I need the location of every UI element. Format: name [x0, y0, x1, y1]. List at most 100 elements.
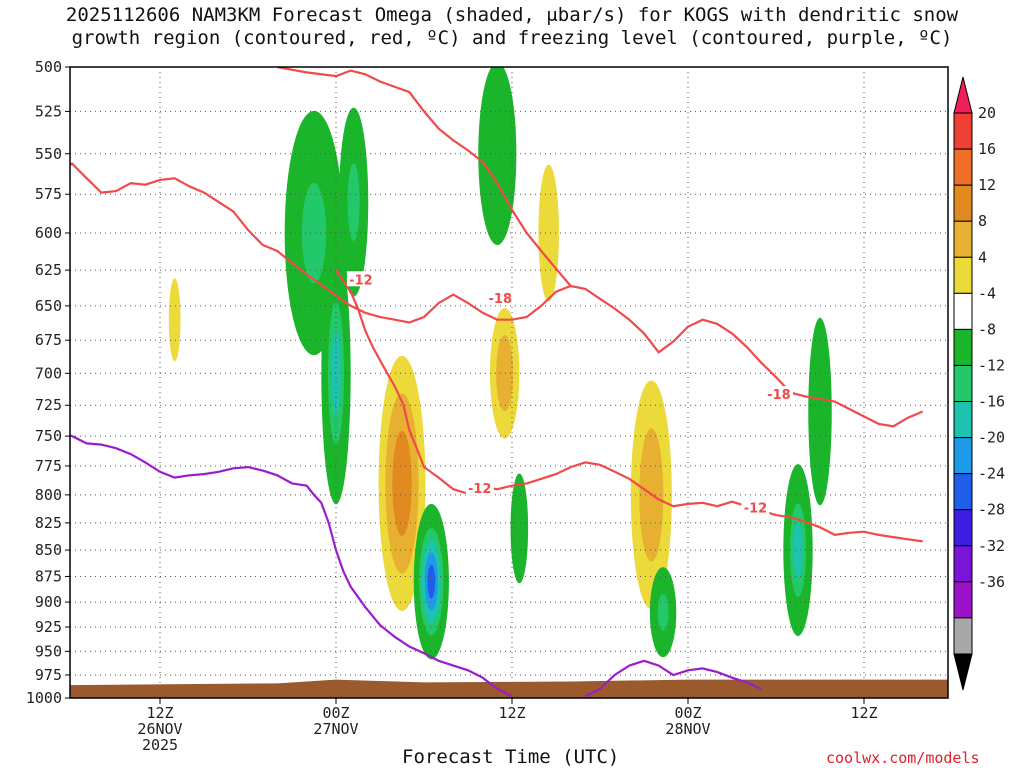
colorbar-swatch-12 — [953, 509, 973, 547]
contour-label-bg-3 — [465, 480, 494, 496]
omega-blob-11-layer-3 — [793, 522, 803, 578]
contours — [70, 67, 924, 698]
y-tick-label-800: 800 — [35, 486, 62, 504]
y-tick-label-925: 925 — [35, 618, 62, 636]
colorbar-label-20: 20 — [978, 104, 996, 122]
y-tick-label-550: 550 — [35, 145, 62, 163]
contour-label-3: -12 — [468, 482, 492, 497]
contour-label-bg-2 — [346, 271, 375, 287]
y-tick-label-750: 750 — [35, 427, 62, 445]
x-tick-label-24-1: 27NOV — [313, 720, 358, 738]
colorbar-swatch-10 — [953, 437, 973, 475]
omega-blob-6-layer-1 — [496, 335, 514, 412]
omega-blob-13-layer-1 — [13, 383, 22, 490]
omega-blob-14-layer-0 — [168, 278, 181, 362]
colorbar-label--20: -20 — [978, 429, 1005, 447]
contour-label-1: -18 — [767, 388, 791, 403]
x-axis-title: Forecast Time (UTC) — [402, 746, 620, 768]
y-tick-label-1000: 1000 — [26, 689, 62, 707]
x-tick-label-12-2: 2025 — [142, 736, 178, 754]
y-tick-label-675: 675 — [35, 331, 62, 349]
y-tick-label-850: 850 — [35, 541, 62, 559]
colorbar-label--12: -12 — [978, 356, 1005, 374]
y-tick-label-575: 575 — [35, 185, 62, 203]
y-tick-label-875: 875 — [35, 567, 62, 585]
colorbar-swatch-6 — [953, 292, 973, 330]
chart-title-line2: growth region (contoured, red, ºC) and f… — [71, 27, 953, 49]
omega-shading — [10, 67, 832, 660]
colorbar: 20 16 12 8 4 -4 -8 -12 -16 -20 -24 -28 -32 -36 — [953, 76, 1005, 691]
colorbar-swatch-4 — [953, 220, 973, 258]
contour-freezing_level_2 — [584, 659, 762, 698]
omega-blob-7-layer-1 — [514, 496, 525, 561]
contour-dgz_upper_minus18_top — [277, 67, 572, 287]
y-tick-label-625: 625 — [35, 261, 62, 279]
y-tick-label-825: 825 — [35, 514, 62, 532]
colorbar-label-12: 12 — [978, 176, 996, 194]
y-tick-label-725: 725 — [35, 396, 62, 414]
colorbar-label-16: 16 — [978, 140, 996, 158]
contour-label-0: -18 — [489, 292, 513, 307]
colorbar-swatch-2 — [953, 148, 973, 186]
x-tick-label-24-0: 00Z — [322, 704, 349, 722]
x-tick-label-36-0: 12Z — [498, 704, 525, 722]
colorbar-label-8: 8 — [978, 212, 987, 230]
chart-title-line1: 2025112606 NAM3KM Forecast Omega (shaded… — [65, 4, 959, 26]
colorbar-swatch-7 — [953, 328, 973, 366]
colorbar-label--36: -36 — [978, 573, 1005, 591]
grid — [70, 66, 948, 699]
y-tick-label-950: 950 — [35, 642, 62, 660]
contour-label-2: -12 — [349, 273, 373, 288]
terrain-band — [70, 679, 948, 698]
colorbar-label--8: -8 — [978, 320, 996, 338]
colorbar-swatch-5 — [953, 256, 973, 294]
colorbar-label--32: -32 — [978, 537, 1005, 555]
colorbar-swatch-11 — [953, 473, 973, 511]
omega-blob-13-layer-0 — [10, 345, 25, 528]
colorbar-label-4: 4 — [978, 248, 987, 266]
y-tick-label-600: 600 — [35, 224, 62, 242]
omega-blob-10-layer-2 — [657, 593, 669, 631]
colorbar-label--28: -28 — [978, 501, 1005, 519]
omega-blob-3-layer-2 — [392, 430, 412, 536]
credit-link[interactable]: coolwx.com/models — [826, 749, 980, 767]
contour-freezing_level — [70, 434, 513, 698]
colorbar-label--24: -24 — [978, 465, 1005, 483]
colorbar-label--4: -4 — [978, 284, 996, 302]
y-tick-label-650: 650 — [35, 297, 62, 315]
omega-blob-2-layer-2 — [347, 163, 360, 242]
y-tick-label-700: 700 — [35, 364, 62, 382]
x-tick-label-60-0: 12Z — [850, 704, 877, 722]
x-tick-label-48-1: 28NOV — [665, 720, 710, 738]
omega-blob-12-layer-1 — [813, 356, 827, 467]
colorbar-swatch-15 — [953, 617, 973, 655]
x-tick-label-12-0: 12Z — [146, 704, 173, 722]
x-tick-label-12-1: 26NOV — [137, 720, 182, 738]
colorbar-swatch-1 — [953, 112, 973, 150]
omega-blob-5-layer-1 — [486, 100, 509, 208]
x-tick-label-48-0: 00Z — [674, 704, 701, 722]
colorbar-swatch-3 — [953, 184, 973, 222]
colorbar-swatch-14 — [953, 581, 973, 619]
contour-label-bg-1 — [764, 386, 793, 402]
y-tick-label-500: 500 — [35, 58, 62, 76]
y-tick-label-775: 775 — [35, 457, 62, 475]
colorbar-swatch-16 — [953, 653, 973, 691]
omega-blob-4-layer-5 — [427, 564, 436, 599]
y-tick-label-900: 900 — [35, 593, 62, 611]
contour-dgz_upper_minus18 — [70, 162, 924, 428]
colorbar-swatch-0 — [953, 76, 973, 114]
colorbar-label--16: -16 — [978, 393, 1005, 411]
y-tick-label-525: 525 — [35, 102, 62, 120]
colorbar-swatch-9 — [953, 401, 973, 439]
contour-label-bg-4 — [741, 499, 770, 515]
plot-frame — [69, 66, 949, 699]
colorbar-swatch-8 — [953, 364, 973, 403]
omega-blob-0-layer-2 — [301, 182, 327, 284]
contour-label-bg-0 — [486, 289, 515, 305]
contour-label-4: -12 — [744, 501, 768, 516]
colorbar-swatch-13 — [953, 545, 973, 583]
contour-dgz_lower_minus12 — [335, 269, 923, 543]
y-tick-label-975: 975 — [35, 666, 62, 684]
